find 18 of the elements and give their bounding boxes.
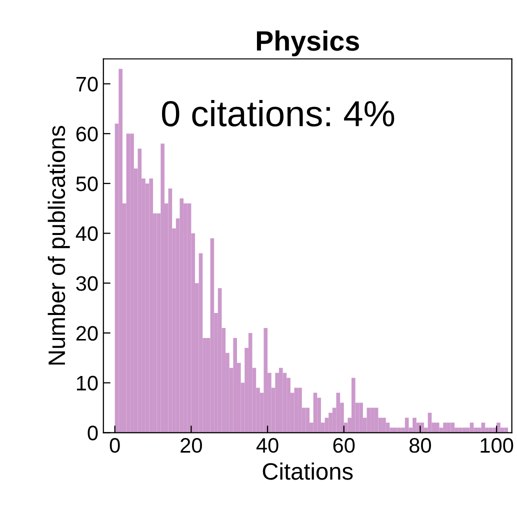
y-tick-label: 0: [88, 426, 98, 440]
y-tick-label: 50: [76, 176, 98, 192]
chart-title: Physics: [256, 30, 359, 56]
annotation: 0 citations: 4%: [162, 100, 394, 127]
x-tick-label: 100: [480, 438, 514, 453]
x-tick-label: 40: [256, 438, 278, 453]
y-tick-label: 60: [76, 126, 98, 142]
x-tick-label: 20: [180, 438, 202, 453]
y-tick-label: 70: [76, 76, 98, 92]
y-axis-title: Number of publications: [48, 126, 70, 365]
x-tick-label: 80: [410, 438, 431, 453]
x-tick-label: 60: [333, 438, 355, 453]
y-tick-label: 10: [76, 376, 98, 391]
x-tick-label: 0: [110, 438, 120, 453]
y-tick-label: 20: [76, 326, 98, 341]
y-tick-label: 30: [76, 276, 98, 291]
y-tick-label: 40: [76, 226, 98, 242]
x-axis-title: Citations: [262, 462, 353, 480]
